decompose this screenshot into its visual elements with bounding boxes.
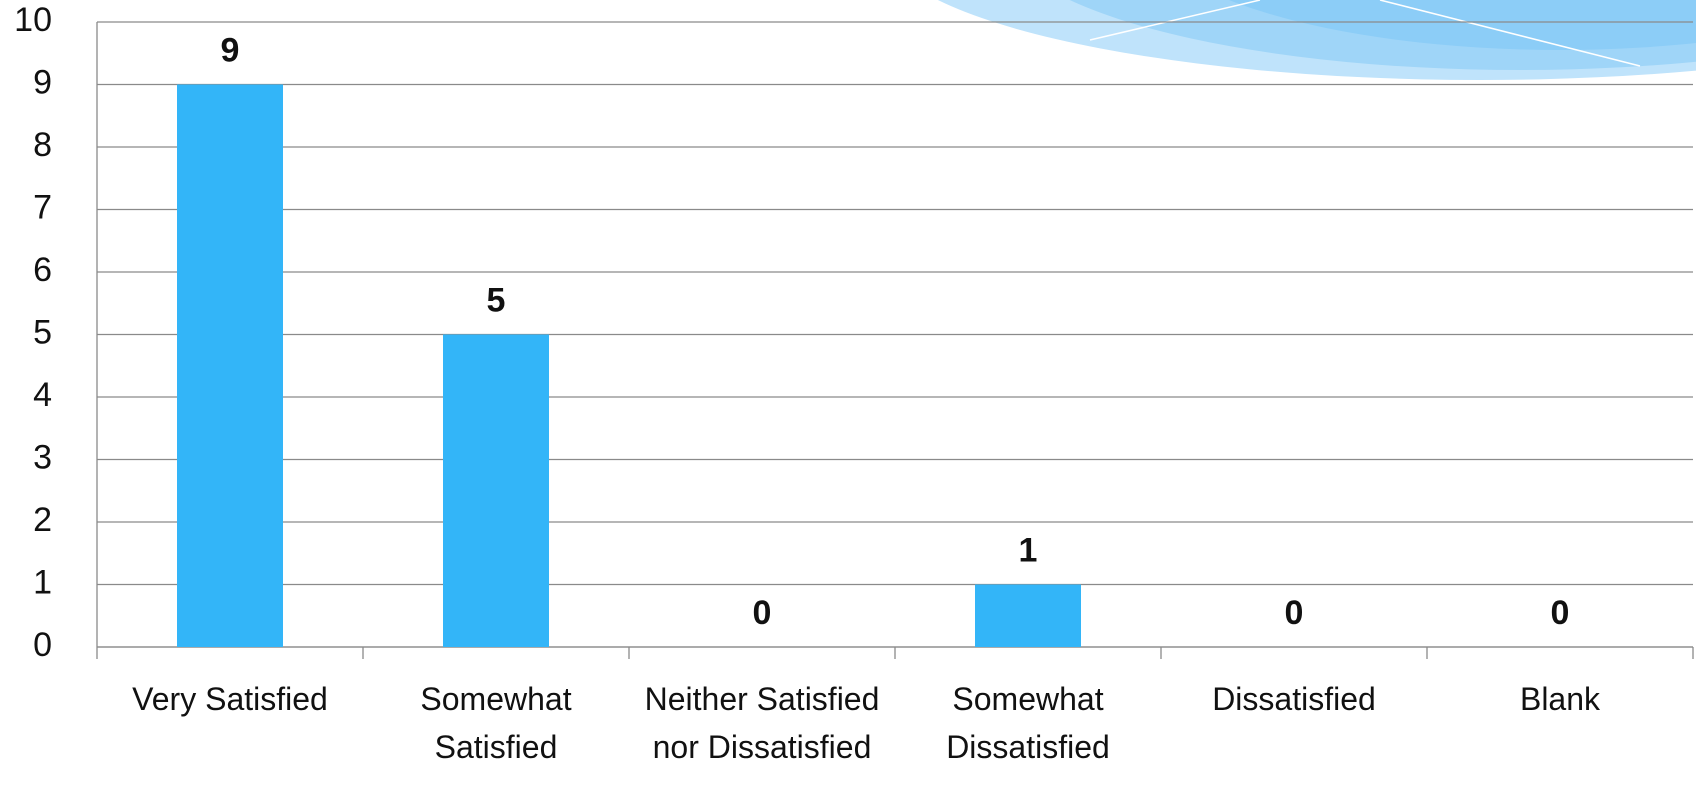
data-label: 9 — [221, 31, 240, 69]
y-tick-label: 2 — [33, 501, 52, 539]
swoosh — [1228, 0, 1696, 50]
bar — [443, 334, 549, 647]
x-tick-label: Blank — [1519, 681, 1601, 717]
x-tick-label: Dissatisfied — [1212, 681, 1376, 717]
data-label: 1 — [1019, 531, 1038, 569]
y-tick-label: 5 — [33, 313, 52, 351]
x-tick-label: Neither Satisfied nor Dissatisfied — [644, 681, 880, 765]
y-tick-label: 1 — [33, 563, 52, 601]
swoosh-line — [1379, 0, 1641, 67]
x-tick-label: Somewhat Satisfied — [420, 681, 572, 765]
y-tick-label: 6 — [33, 251, 52, 289]
x-tick-label: Somewhat Dissatisfied — [946, 681, 1110, 765]
y-tick-label: 10 — [14, 1, 52, 39]
y-tick-label: 7 — [33, 188, 52, 226]
y-tick-label: 3 — [33, 438, 52, 476]
data-label: 0 — [1551, 594, 1570, 632]
data-label: 5 — [487, 281, 506, 319]
bar — [975, 584, 1081, 647]
data-label: 0 — [1285, 594, 1304, 632]
decoration — [938, 0, 1696, 80]
swoosh-line — [1089, 0, 1261, 41]
bar — [177, 84, 283, 647]
y-tick-label: 9 — [33, 63, 52, 101]
y-tick-label: 4 — [33, 376, 52, 414]
y-tick-label: 8 — [33, 126, 52, 164]
x-tick-label: Very Satisfied — [132, 681, 328, 717]
y-tick-label: 0 — [33, 626, 52, 664]
data-label: 0 — [753, 594, 772, 632]
